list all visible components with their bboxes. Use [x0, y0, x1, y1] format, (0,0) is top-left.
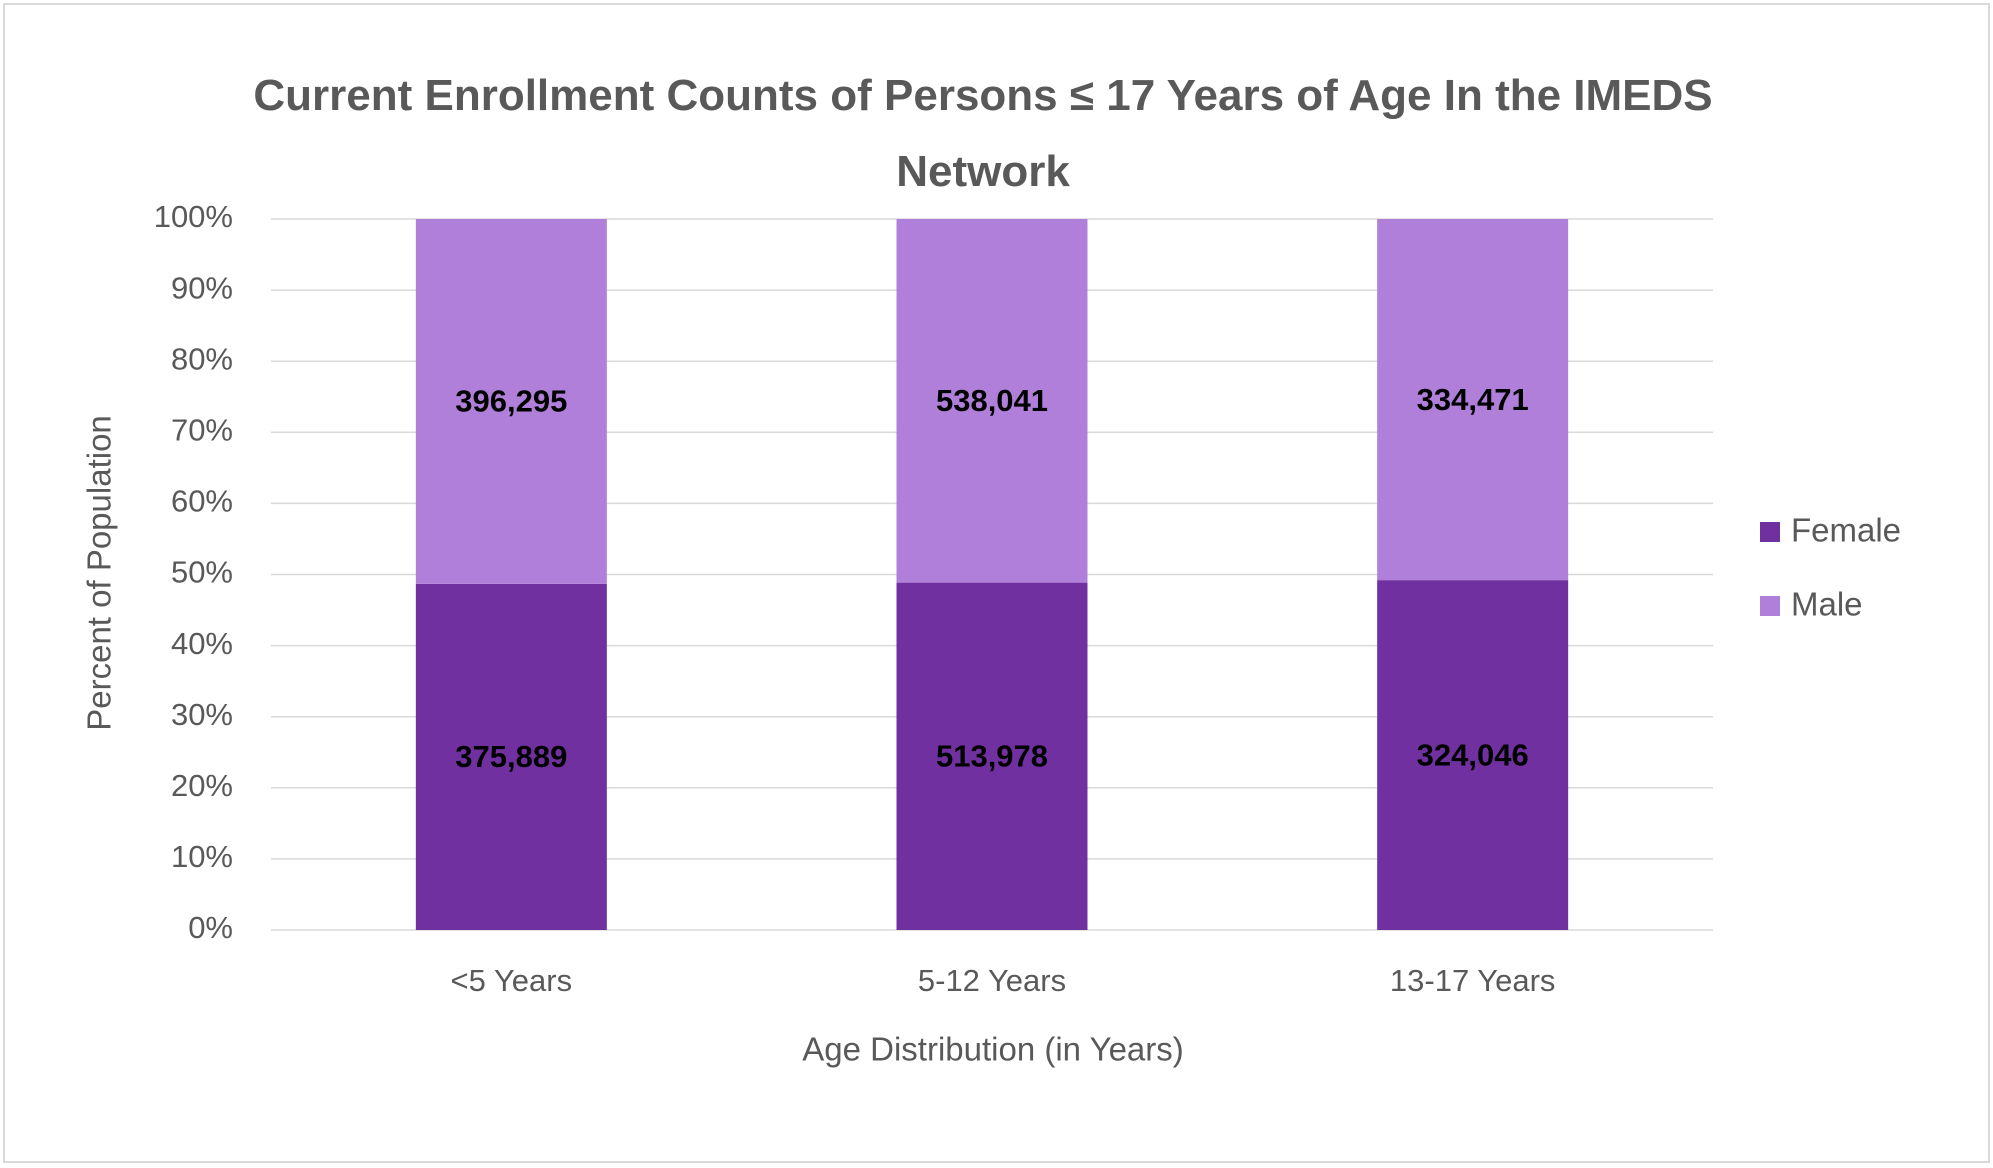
bar-segment — [896, 582, 1088, 930]
legend-swatch — [1760, 522, 1780, 542]
y-tick-label: 20% — [171, 768, 233, 803]
legend-swatch — [1760, 596, 1780, 616]
bar-segment — [1377, 219, 1569, 581]
bar-segment — [415, 219, 607, 584]
data-label: 334,471 — [1417, 382, 1529, 417]
data-label: 513,978 — [936, 739, 1048, 774]
chart-title: Current Enrollment Counts of Persons ≤ 1… — [253, 71, 1713, 196]
data-label: 396,295 — [455, 384, 567, 419]
y-axis-title: Percent of Population — [81, 415, 118, 731]
legend-label: Male — [1791, 586, 1863, 623]
x-tick-label: <5 Years — [451, 963, 573, 998]
y-tick-label: 50% — [171, 555, 233, 590]
data-label: 324,046 — [1417, 737, 1529, 772]
chart-border — [3, 3, 1990, 1163]
bar-segment — [1377, 580, 1569, 930]
data-label: 375,889 — [455, 739, 567, 774]
y-tick-label: 80% — [171, 341, 233, 376]
y-tick-label: 90% — [171, 270, 233, 305]
y-tick-label: 60% — [171, 484, 233, 519]
x-tick-label: 13-17 Years — [1390, 963, 1555, 998]
bar-segment — [415, 583, 607, 930]
bar-segment — [896, 219, 1088, 583]
y-tick-label: 30% — [171, 697, 233, 732]
y-tick-label: 40% — [171, 626, 233, 661]
data-label: 538,041 — [936, 383, 1048, 418]
y-tick-label: 10% — [171, 839, 233, 874]
x-axis-title: Age Distribution (in Years) — [802, 1031, 1184, 1068]
y-tick-label: 100% — [154, 199, 233, 234]
legend-label: Female — [1791, 512, 1901, 549]
x-tick-label: 5-12 Years — [918, 963, 1066, 998]
y-tick-label: 70% — [171, 412, 233, 447]
y-tick-label: 0% — [188, 910, 233, 945]
